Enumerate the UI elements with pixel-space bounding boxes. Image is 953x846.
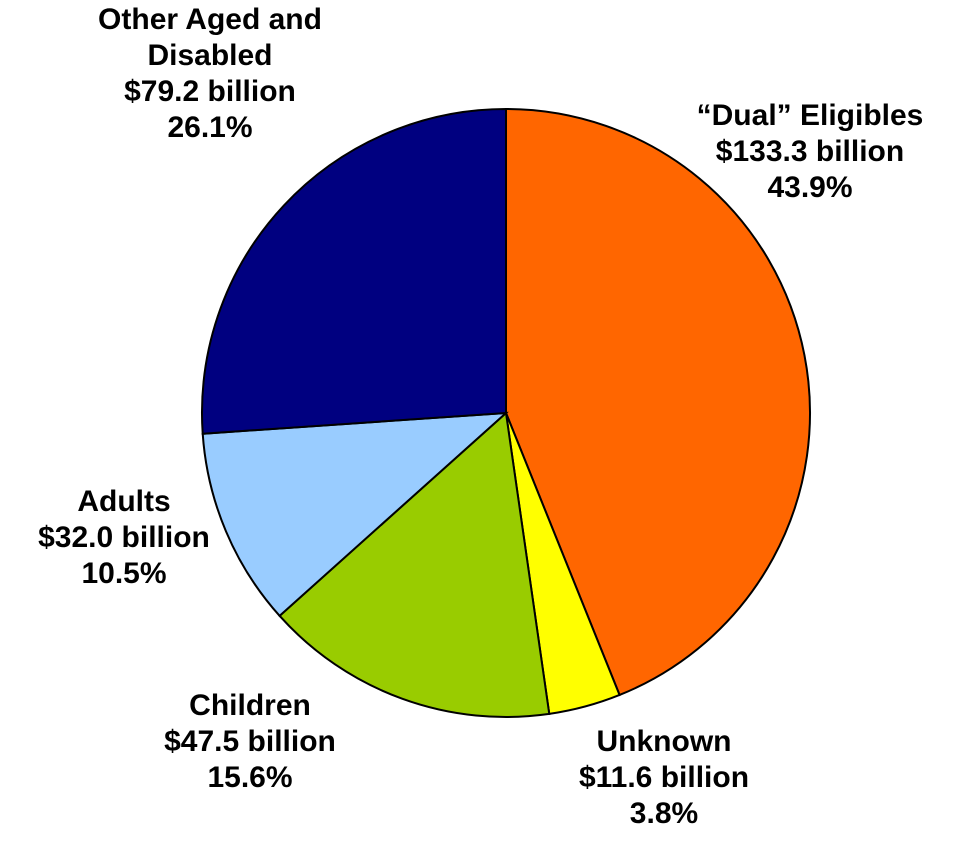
slice-dual-eligibles xyxy=(505,107,812,697)
label-unknown-name: Unknown xyxy=(596,725,732,758)
label-other-aged-disabled: Other Aged and Disabled $79.2 billion 26… xyxy=(30,2,390,146)
slice-adults xyxy=(201,411,509,618)
label-adults-value: $32.0 billion xyxy=(38,521,210,554)
label-children-name: Children xyxy=(189,689,311,722)
label-dual-eligibles-percent: 43.9% xyxy=(767,171,853,204)
label-adults: Adults $32.0 billion 10.5% xyxy=(0,484,248,592)
label-adults-percent: 10.5% xyxy=(81,557,167,590)
label-adults-name: Adults xyxy=(77,485,171,518)
label-dual-eligibles-name: “Dual” Eligibles xyxy=(696,99,924,132)
label-other-aged-disabled-value: $79.2 billion xyxy=(124,75,296,108)
pie-slices xyxy=(201,107,812,719)
label-unknown: Unknown $11.6 billion 3.8% xyxy=(514,724,814,832)
slice-other-aged-disabled xyxy=(201,107,507,435)
label-children: Children $47.5 billion 15.6% xyxy=(100,688,400,796)
label-dual-eligibles: “Dual” Eligibles $133.3 billion 43.9% xyxy=(650,98,953,206)
label-unknown-percent: 3.8% xyxy=(629,797,699,830)
label-children-value: $47.5 billion xyxy=(164,725,336,758)
label-dual-eligibles-value: $133.3 billion xyxy=(715,135,905,168)
slice-children xyxy=(278,411,551,719)
label-children-percent: 15.6% xyxy=(207,761,293,794)
label-other-aged-disabled-percent: 26.1% xyxy=(167,111,253,144)
label-other-aged-disabled-name: Other Aged and Disabled xyxy=(98,3,322,72)
label-unknown-value: $11.6 billion xyxy=(578,761,750,794)
